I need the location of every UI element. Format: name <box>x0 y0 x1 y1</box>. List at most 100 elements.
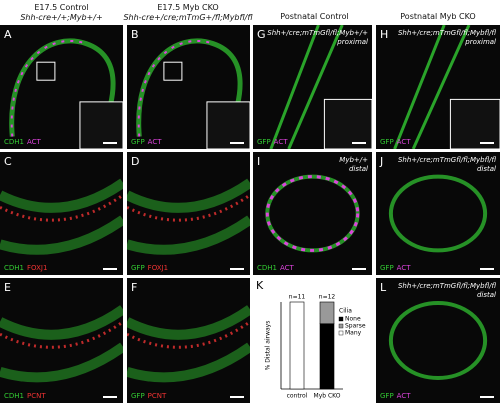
n-label: n=11 <box>289 294 306 301</box>
panel-note: Shh+/cre;mTmGfl/fl;Mybfl/fl <box>397 29 496 37</box>
panel-note: Shh+/cre;mTmGfl/fl;Mybfl/fl <box>397 156 496 164</box>
scale-bar <box>103 142 117 144</box>
micrograph-panel: A CDH1 ACT <box>0 25 123 149</box>
scale-bar <box>480 268 494 270</box>
micrograph-panel: H GFP ACT Shh+/cre;mTmGfl/fl;Mybfl/fl proxim… <box>376 25 500 149</box>
stain-label: CDH1 ACT <box>257 264 297 272</box>
legend-swatch <box>338 323 344 329</box>
panel-note: distal <box>476 165 496 173</box>
stain-name: CDH1 <box>4 264 24 272</box>
micrograph-panel: E CDH1 PCNT <box>0 278 123 403</box>
panel-note: proximal <box>465 38 496 46</box>
micrograph-panel: J GFP ACT Shh+/cre;mTmGfl/fl;Mybfl/fl distal <box>376 152 500 275</box>
panel-letter: C <box>4 155 12 168</box>
inset <box>323 98 372 149</box>
micrograph-image <box>269 25 372 149</box>
stain-name: FOXJ1 <box>147 264 169 272</box>
panel-note: proximal <box>337 38 368 46</box>
stain-name: GFP <box>257 138 271 146</box>
stain-name: GFP <box>380 392 394 400</box>
micrograph-panel: L GFP ACT Shh+/cre;mTmGfl/fl;Mybfl/fl distal <box>376 278 500 403</box>
micrograph-panel: I CDH1 ACT Myb+/+ distal <box>253 152 372 275</box>
panel-letter: B <box>131 28 139 41</box>
micrograph-image <box>9 38 123 149</box>
stain-name: PCNT <box>147 392 167 400</box>
stain-label: GFP ACT <box>380 392 414 400</box>
micrograph-image <box>388 174 488 253</box>
stain-label: GFP ACT <box>380 264 414 272</box>
legend-label: None <box>345 316 361 323</box>
stain-name: ACT <box>396 264 411 272</box>
tissue <box>0 178 123 255</box>
y-axis-label: % Distal airways <box>265 321 272 371</box>
panel-letter: H <box>380 28 389 41</box>
stain-name: CDH1 <box>4 392 24 400</box>
stain-label: GFP ACT <box>380 138 414 146</box>
tissue <box>127 178 250 255</box>
micrograph-panel: D GFP FOXJ1 <box>127 152 250 275</box>
chart-k: K % Distal airways n=11 control n=12 Myb CKO C… <box>256 279 366 400</box>
micrograph-panel: B GFP ACT <box>127 25 250 149</box>
tissue <box>127 320 250 349</box>
stain-label: CDH1 FOXJ1 <box>4 264 50 272</box>
legend-title: Cilia <box>339 308 352 315</box>
legend-label: Sparse <box>345 323 366 330</box>
legend-swatch <box>338 316 344 322</box>
scale-bar <box>352 268 366 270</box>
panel-note: distal <box>348 165 368 173</box>
micrograph-image <box>265 174 360 253</box>
legend-swatch <box>338 330 344 336</box>
micrograph-image <box>0 305 123 383</box>
stain-name: GFP <box>131 392 145 400</box>
n-label: n=12 <box>319 294 336 301</box>
micrograph-panel: G GFP ACT Shh+/cre;mTmGfl/fl;Myb+/+ proximal <box>253 25 372 149</box>
stain-name: ACT <box>280 264 294 272</box>
scale-bar <box>103 268 117 270</box>
legend-label: Many <box>345 330 362 337</box>
inset-box <box>163 61 183 81</box>
panel-note: Myb+/+ <box>339 156 368 164</box>
tissue <box>388 174 488 253</box>
inset-box <box>36 61 56 81</box>
x-tick-label: control <box>287 393 308 400</box>
panel-letter: I <box>257 155 261 168</box>
stain-name: ACT <box>273 138 288 146</box>
stain-label: CDH1 ACT <box>4 138 44 146</box>
panel-note: distal <box>476 291 496 299</box>
header: E17.5 Myb CKO Shh-cre+/cre;mTmG+/fl;Mybfl… <box>123 3 253 23</box>
tissue <box>0 305 123 383</box>
scale-bar <box>230 142 244 144</box>
panel-note: Shh+/cre;mTmGfl/fl;Myb+/+ <box>267 29 368 37</box>
stain-name: GFP <box>131 138 145 146</box>
stain-label: GFP ACT <box>257 138 291 146</box>
header-genotype: Shh-cre+/+;Myb+/+ <box>20 13 103 22</box>
scale-bar <box>230 268 244 270</box>
stain-label: GFP PCNT <box>131 392 169 400</box>
panel-letter: A <box>4 28 12 41</box>
panel-letter: D <box>131 155 140 168</box>
scale-bar <box>480 142 494 144</box>
micrograph-panel: C CDH1 FOXJ1 <box>0 152 123 275</box>
micrograph-image <box>127 305 250 383</box>
header-title: Postnatal Control <box>280 12 349 21</box>
micrograph-image <box>127 178 250 255</box>
tissue <box>0 193 123 222</box>
inset <box>449 98 500 149</box>
tissue <box>269 25 344 149</box>
scale-bar <box>352 142 366 144</box>
stain-name: ACT <box>147 138 162 146</box>
micrograph-image <box>0 178 123 255</box>
tissue <box>127 305 250 383</box>
stain-label: GFP ACT <box>131 138 165 146</box>
panel-note: Shh+/cre;mTmGfl/fl;Mybfl/fl <box>397 282 496 290</box>
stain-name: GFP <box>380 138 394 146</box>
tissue <box>393 25 471 149</box>
tissue <box>137 39 214 137</box>
micrograph-panel: F GFP PCNT <box>127 278 250 403</box>
micrograph-image <box>136 38 250 149</box>
stain-name: PCNT <box>27 392 46 400</box>
stain-label: CDH1 PCNT <box>4 392 49 400</box>
header-title: E17.5 Control <box>34 3 89 12</box>
tissue <box>265 175 360 252</box>
